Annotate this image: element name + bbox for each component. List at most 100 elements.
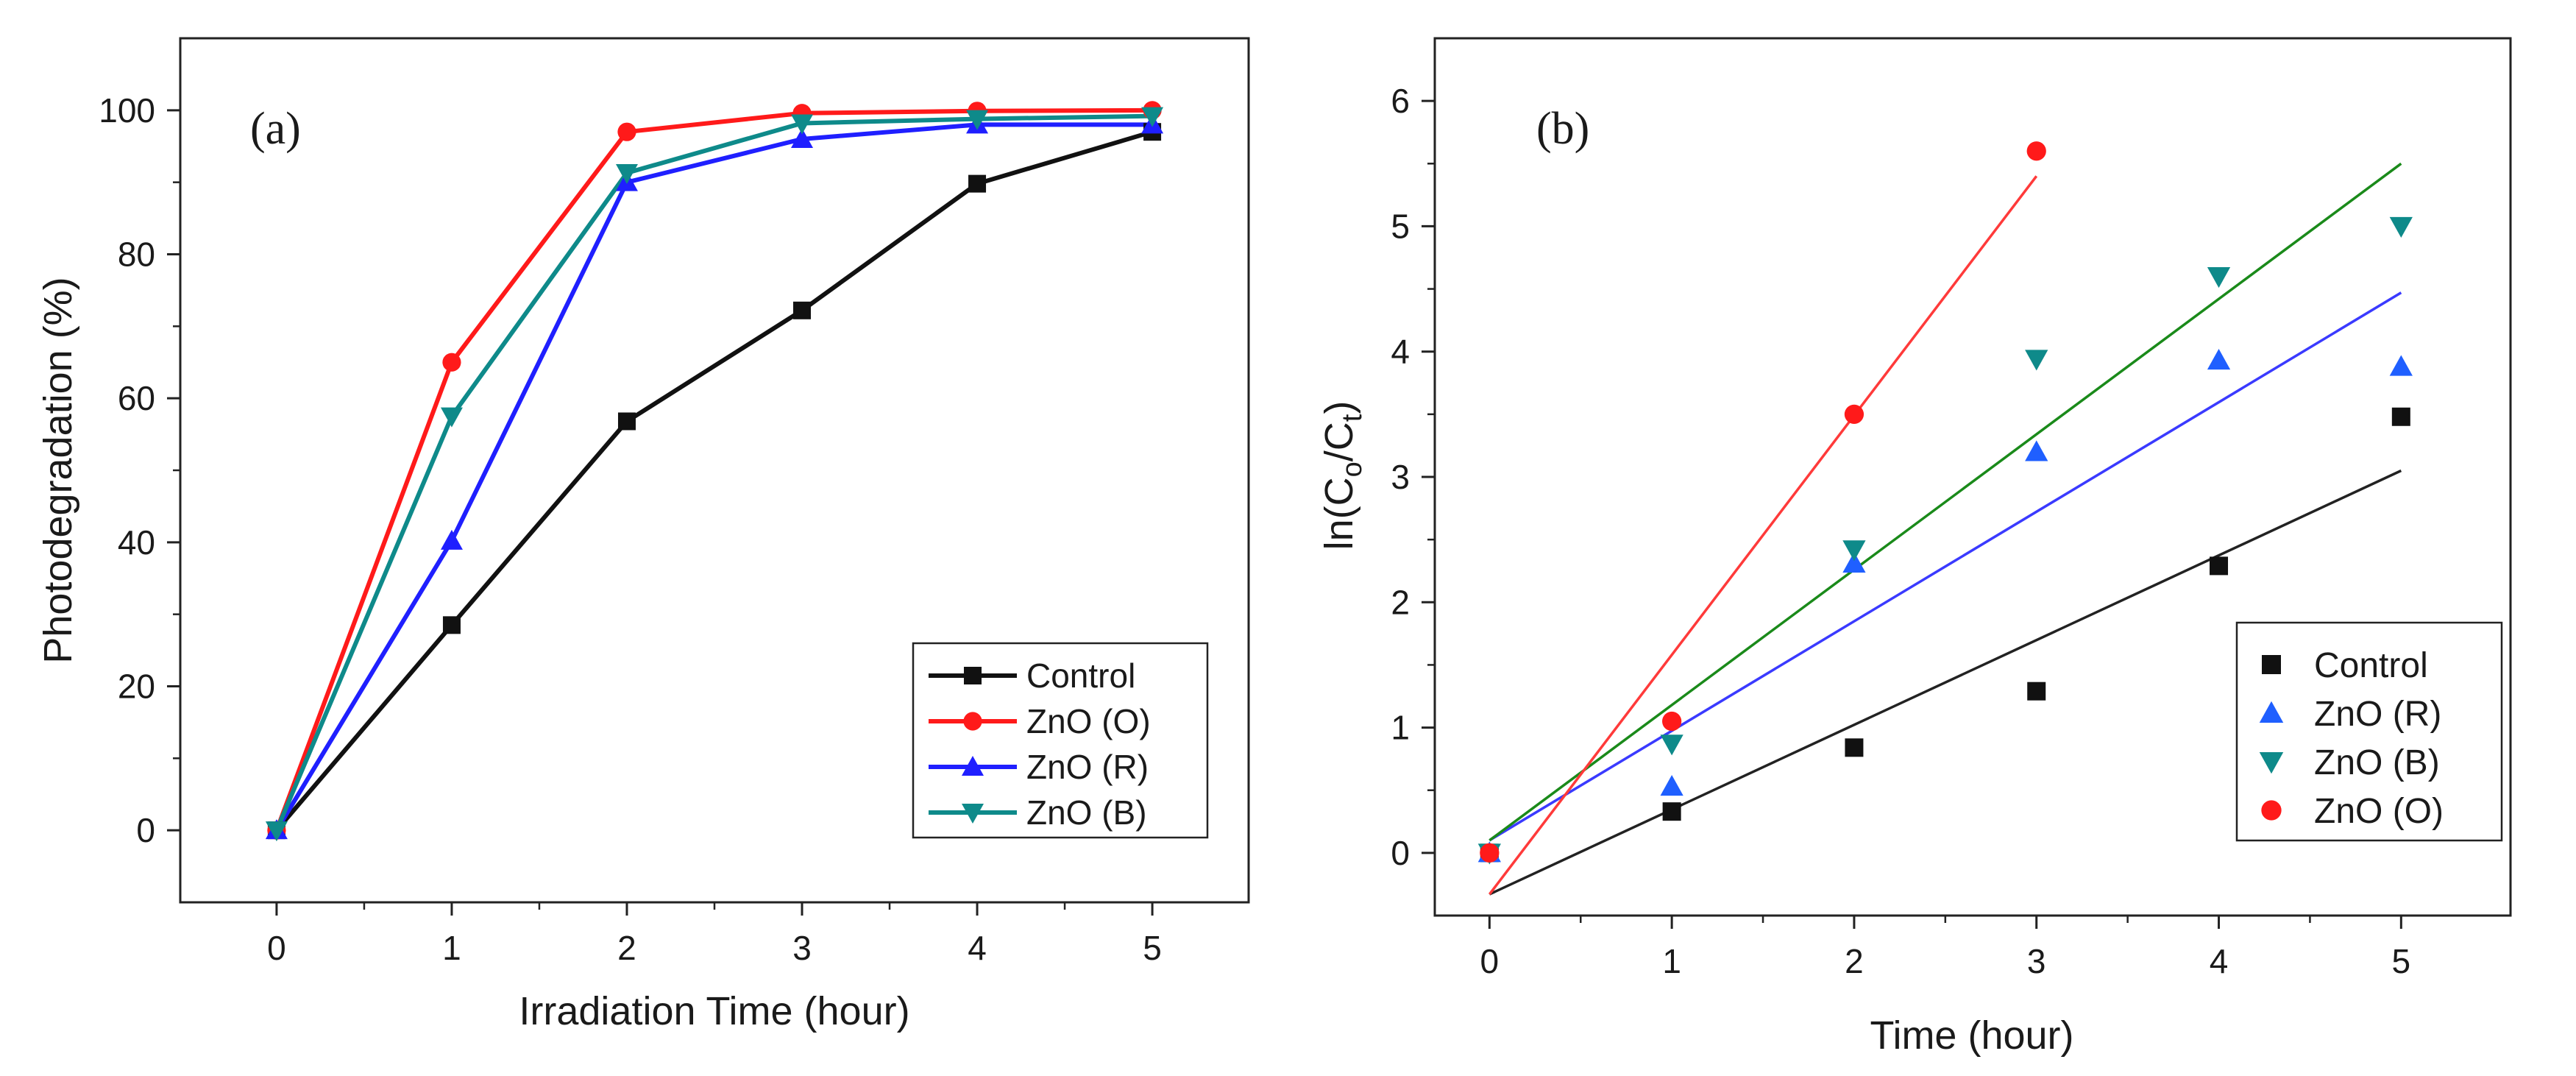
chart-a-y-tick-label: 100 (99, 91, 155, 130)
chart-b-x-tick-label: 0 (1480, 942, 1500, 980)
chart-b-x-tick-label: 1 (1662, 942, 1681, 980)
chart-b-markers (1477, 141, 2413, 865)
chart-a-point-zno-b (791, 114, 814, 135)
chart-b-x-tick-label: 3 (2027, 942, 2046, 980)
chart-a-line-zno-r (274, 122, 1153, 832)
chart-b-panel-label: (b) (1536, 104, 1589, 154)
chart-b-y-tick-label: 1 (1391, 709, 1410, 747)
chart-a-line-zno-b (274, 113, 1153, 832)
chart-b-y-tick-label: 4 (1391, 333, 1410, 371)
chart-a-y-axis-label: Photodegradation (%) (36, 277, 80, 663)
chart-b-fit-line-zno-b (1489, 162, 2402, 842)
chart-b-point-zno-r (2025, 440, 2048, 461)
chart-a-y-tick-label: 80 (118, 236, 155, 274)
chart-a-legend-marker-zno-b (962, 804, 984, 824)
chart-b-point-control (2027, 682, 2046, 701)
chart-a-y-tick-label: 0 (136, 811, 155, 849)
chart-b-ticks: 0 1 2 3 4 5 0 1 2 3 4 5 6 (1391, 82, 2410, 980)
chart-b-legend-label-zno-r: ZnO (R) (2314, 695, 2441, 734)
chart-b-point-zno-r (1660, 774, 1683, 796)
chart-a-point-control (793, 301, 812, 319)
chart-b-point-zno-b (1842, 540, 1866, 562)
chart-b-x-tick-label: 2 (1845, 942, 1864, 980)
chart-a-point-zno-r (440, 529, 463, 550)
chart-a-y-tick-label: 20 (118, 668, 155, 706)
chart-a-point-zno-b (966, 110, 989, 130)
chart-a-legend-marker-control (964, 667, 982, 684)
chart-b-x-tick-label: 4 (2210, 942, 2229, 980)
chart-b-legend-label-control: Control (2314, 646, 2428, 685)
chart-a-legend-label-control: Control (1026, 656, 1135, 695)
chart-a-x-tick-label: 3 (792, 929, 812, 967)
chart-b-fit-line-zno-o (1488, 175, 2038, 896)
chart-a-point-zno-o (442, 353, 461, 372)
chart-b-y-tick-label: 5 (1391, 207, 1410, 245)
chart-a-markers (265, 101, 1164, 842)
chart-a-legend-marker-zno-r (962, 756, 984, 776)
chart-b-legend-label-zno-o: ZnO (O) (2314, 792, 2444, 831)
chart-b-point-zno-b (2025, 350, 2048, 371)
chart-b-fit-lines (1488, 162, 2402, 896)
chart-a-legend-marker-zno-o (963, 712, 982, 731)
chart-a-x-tick-label: 5 (1143, 929, 1162, 967)
chart-a-legend: Control ZnO (O) ZnO (R) ZnO (B) (912, 642, 1209, 839)
chart-a-line-zno-o (274, 107, 1153, 832)
chart-a-legend-label-zno-o: ZnO (O) (1026, 702, 1151, 740)
chart-a-y-tick-label: 60 (118, 379, 155, 417)
chart-a-y-tick-label: 40 (118, 523, 155, 562)
chart-b-legend-marker-zno-o (2261, 800, 2282, 821)
chart-a-x-tick-label: 0 (267, 929, 286, 967)
chart-b-legend-label-zno-b: ZnO (B) (2314, 743, 2440, 782)
chart-a-point-zno-b (440, 407, 463, 428)
chart-b-fit-line-control (1489, 469, 2402, 896)
chart-a-series-lines (274, 107, 1153, 832)
chart-b-y-axis-label: ln(Co/Ct) (1317, 401, 1368, 551)
chart-b-legend-items: Control ZnO (R) ZnO (B) ZnO (O) (2259, 646, 2444, 831)
chart-a-legend-label-zno-b: ZnO (B) (1026, 793, 1147, 832)
chart-a-point-control (617, 412, 636, 431)
chart-b-point-control (1662, 802, 1681, 821)
chart-b-point-zno-b (2207, 267, 2231, 289)
chart-b-y-tick-label: 0 (1391, 834, 1410, 872)
chart-a-point-zno-o (617, 122, 636, 141)
chart-b-point-zno-b (1660, 735, 1683, 756)
chart-a-point-zno-b (615, 163, 638, 184)
chart-a-legend-label-zno-r: ZnO (R) (1026, 748, 1149, 786)
chart-a-x-tick-label: 4 (968, 929, 987, 967)
chart-b-x-axis-label: Time (hour) (1870, 1013, 2073, 1058)
chart-b-y-tick-label: 6 (1391, 82, 1410, 120)
chart-a-point-zno-b (1141, 107, 1164, 127)
chart-b-legend: Control ZnO (R) ZnO (B) ZnO (O) (2235, 621, 2503, 842)
chart-a-x-axis-label: Irradiation Time (hour) (519, 989, 909, 1033)
chart-a-panel-label: (a) (250, 104, 301, 154)
chart-b-point-zno-r (1842, 551, 1866, 573)
chart-b-point-zno-b (2389, 216, 2413, 238)
chart-a-point-zno-r (791, 127, 814, 148)
chart-b-legend-marker-control (2262, 655, 2281, 674)
chart-b-legend-marker-zno-r (2259, 701, 2284, 723)
chart-b-point-zno-r (2389, 355, 2413, 376)
chart-b-fit-line-zno-r (1489, 291, 2402, 842)
chart-b-point-zno-o (1480, 843, 1500, 863)
chart-a-point-control (968, 174, 987, 193)
chart-b-y-tick-label: 2 (1391, 583, 1410, 621)
chart-b-point-control (2210, 556, 2229, 576)
chart-b-point-zno-o (1844, 404, 1864, 424)
chart-b-x-tick-label: 5 (2392, 942, 2411, 980)
chart-a-x-tick-label: 1 (442, 929, 461, 967)
chart-b-point-zno-o (1662, 711, 1682, 732)
chart-b-point-control (2391, 407, 2410, 426)
chart-b-legend-marker-zno-b (2259, 752, 2284, 774)
chart-a-ticks: 0 1 2 3 4 5 0 20 40 60 80 100 (99, 91, 1162, 967)
chart-a-line-control (274, 130, 1153, 832)
chart-b-point-control (1845, 738, 1864, 757)
chart-a: 0 1 2 3 4 5 0 20 40 60 80 100 (a) Irradiation Time … (36, 37, 1250, 1033)
chart-b-point-zno-o (2026, 141, 2046, 161)
chart-a-point-control (442, 616, 461, 634)
chart-a-x-tick-label: 2 (617, 929, 636, 967)
chart-b-point-zno-r (2207, 349, 2231, 370)
chart-a-point-zno-b (265, 821, 288, 842)
chart-a-legend-items: Control ZnO (O) ZnO (R) ZnO (B) (929, 656, 1151, 832)
